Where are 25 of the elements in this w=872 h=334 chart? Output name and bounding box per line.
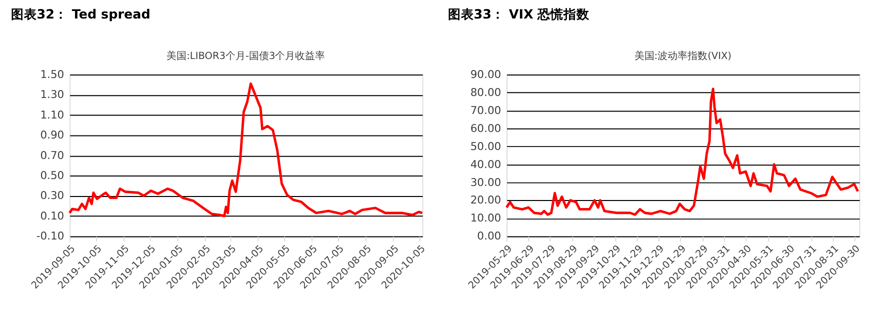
line-series bbox=[68, 82, 424, 218]
y-tick-label: 30.00 bbox=[470, 176, 502, 189]
chart-subtitle: 美国:LIBOR3个月-国债3个月收益率 bbox=[166, 50, 326, 62]
line-series bbox=[505, 88, 860, 216]
y-tick-label: 20.00 bbox=[470, 194, 502, 207]
y-tick-label: 0.00 bbox=[477, 230, 502, 243]
y-tick-label: 10.00 bbox=[470, 212, 502, 225]
chart-title: 图表32： Ted spread bbox=[10, 8, 150, 23]
y-tick-label: 80.00 bbox=[470, 86, 502, 99]
y-tick-label: 1.50 bbox=[40, 68, 64, 81]
y-tick-label: -0.10 bbox=[36, 230, 64, 243]
chart-subtitle: 美国:波动率指数(VIX) bbox=[634, 50, 732, 62]
y-tick-label: 50.00 bbox=[470, 140, 502, 153]
y-tick-label: 70.00 bbox=[470, 104, 502, 117]
chart-title: 图表33： VIX 恐慌指数 bbox=[448, 8, 591, 23]
y-tick-label: 0.10 bbox=[40, 209, 64, 222]
y-tick-label: 0.90 bbox=[40, 128, 64, 142]
y-tick-label: 1.10 bbox=[40, 108, 64, 122]
y-tick-label: 0.70 bbox=[40, 148, 64, 162]
y-tick-label: 1.30 bbox=[40, 88, 64, 102]
y-tick-label: 60.00 bbox=[470, 122, 502, 135]
y-tick-label: 40.00 bbox=[470, 158, 502, 171]
y-tick-label: 90.00 bbox=[470, 68, 502, 81]
y-tick-label: 0.30 bbox=[40, 189, 64, 202]
y-tick-label: 0.50 bbox=[40, 169, 64, 182]
